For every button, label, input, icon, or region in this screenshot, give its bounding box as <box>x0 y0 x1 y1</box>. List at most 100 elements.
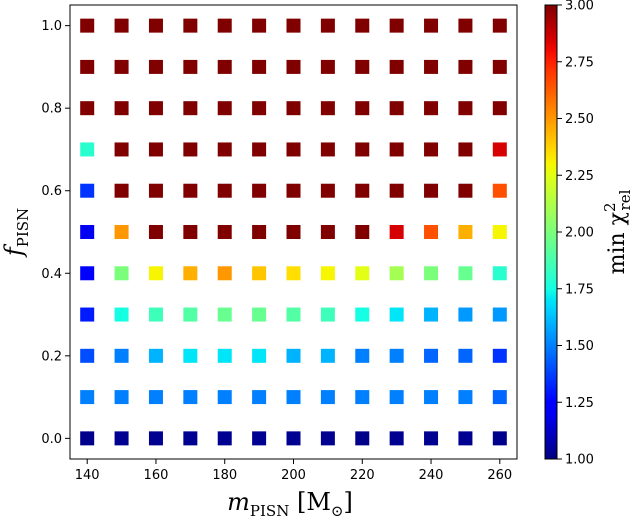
heatmap-cell <box>389 59 404 74</box>
heatmap-cell <box>320 142 335 157</box>
heatmap-cell <box>148 266 163 281</box>
heatmap-cell <box>320 101 335 116</box>
heatmap-cell <box>114 348 129 363</box>
y-tick-label: 0.2 <box>41 349 62 364</box>
heatmap-cell <box>286 101 301 116</box>
heatmap-cell <box>183 266 198 281</box>
heatmap-cell <box>424 307 439 322</box>
heatmap-cell <box>183 307 198 322</box>
heatmap-cell <box>183 225 198 239</box>
heatmap-cell <box>492 183 507 198</box>
heatmap-cell <box>424 266 439 281</box>
heatmap-cell <box>148 225 163 239</box>
heatmap-cell <box>320 307 335 322</box>
heatmap-cell <box>114 431 129 446</box>
heatmap-cell <box>355 59 370 74</box>
heatmap-cell <box>355 266 370 281</box>
heatmap-cell <box>424 225 439 239</box>
heatmap-cell <box>114 101 129 116</box>
heatmap-cell <box>252 101 267 116</box>
heatmap-cell <box>217 431 232 446</box>
heatmap-cell <box>389 348 404 363</box>
heatmap-cell <box>148 390 163 405</box>
heatmap-cell <box>286 183 301 198</box>
heatmap-cell <box>458 225 473 239</box>
heatmap-cell <box>252 266 267 281</box>
colorbar-axis: 1.00 1.25 1.50 1.75 2.00 2.25 2.50 2.75 3.00 <box>557 0 594 468</box>
heatmap-cell <box>148 183 163 198</box>
heatmap-cell <box>424 431 439 446</box>
heatmap-cell <box>355 225 370 239</box>
heatmap-cell <box>183 348 198 363</box>
x-axis: 140 160 180 200 220 240 260 <box>75 459 512 483</box>
heatmap-cell <box>80 390 95 405</box>
heatmap-cell <box>286 307 301 322</box>
y-tick-label: 0.4 <box>41 267 62 282</box>
x-tick-label: 220 <box>350 468 375 483</box>
heatmap-cell <box>355 18 370 33</box>
colorbar-tick-label: 2.25 <box>565 169 594 184</box>
heatmap-cell <box>217 18 232 33</box>
heatmap-cell <box>355 307 370 322</box>
heatmap-cell <box>320 390 335 405</box>
heatmap-cell <box>252 390 267 405</box>
heatmap-cell <box>458 101 473 116</box>
heatmap-cell <box>458 142 473 157</box>
heatmap-cell <box>458 390 473 405</box>
y-tick-label: 0.8 <box>41 102 62 117</box>
heatmap-cell <box>492 307 507 322</box>
heatmap-cell <box>114 307 129 322</box>
heatmap-cell <box>389 431 404 446</box>
heatmap-cell <box>424 59 439 74</box>
heatmap-cell <box>114 18 129 33</box>
heatmap-cell <box>217 183 232 198</box>
y-axis: 0.0 0.2 0.4 0.6 0.8 1.0 <box>41 19 70 447</box>
colorbar <box>544 4 558 460</box>
heatmap-cell <box>80 18 95 33</box>
heatmap-cell <box>80 142 95 157</box>
heatmap-cell <box>424 183 439 198</box>
heatmap-cell <box>424 101 439 116</box>
heatmap-cell <box>252 225 267 239</box>
heatmap-cell <box>389 266 404 281</box>
heatmap-cell <box>389 390 404 405</box>
heatmap-cell <box>286 390 301 405</box>
heatmap-cell <box>148 142 163 157</box>
heatmap-cell <box>183 18 198 33</box>
heatmap-cell <box>320 18 335 33</box>
y-axis-label: fPISN <box>0 208 32 258</box>
heatmap-cell <box>320 431 335 446</box>
colorbar-tick-label: 1.50 <box>565 339 594 354</box>
heatmap-cell <box>252 59 267 74</box>
colorbar-tick-label: 2.00 <box>565 226 594 241</box>
heatmap-cell <box>148 307 163 322</box>
heatmap-cell <box>252 348 267 363</box>
heatmap-cell <box>458 59 473 74</box>
heatmap-cell <box>320 266 335 281</box>
heatmap-cell <box>320 348 335 363</box>
x-tick-label: 160 <box>144 468 169 483</box>
heatmap-cell <box>458 348 473 363</box>
heatmap-cell <box>492 348 507 363</box>
colorbar-tick-label: 2.50 <box>565 112 594 127</box>
heatmap-cell <box>80 225 95 239</box>
heatmap-cell <box>355 431 370 446</box>
heatmap-cell <box>183 431 198 446</box>
heatmap-cell <box>80 266 95 281</box>
heatmap-cell <box>389 307 404 322</box>
heatmap-cell <box>252 18 267 33</box>
heatmap-cell <box>80 183 95 198</box>
heatmap-cell <box>458 266 473 281</box>
heatmap-cell <box>148 18 163 33</box>
heatmap-cell <box>286 348 301 363</box>
heatmap-cell <box>320 225 335 239</box>
heatmap-cell <box>286 266 301 281</box>
colorbar-label: min χ2rel <box>601 189 634 274</box>
heatmap-cell <box>286 431 301 446</box>
heatmap-cell <box>80 431 95 446</box>
heatmap-cell <box>492 142 507 157</box>
heatmap-cell <box>80 307 95 322</box>
heatmap-cell <box>217 348 232 363</box>
heatmap-cell <box>286 59 301 74</box>
